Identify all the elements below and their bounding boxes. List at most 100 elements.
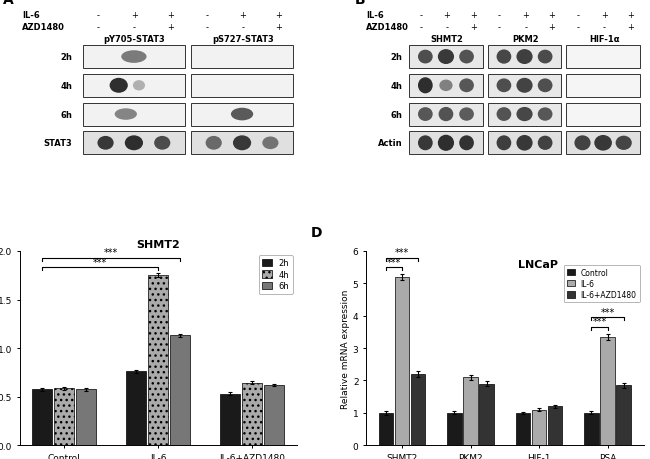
- Ellipse shape: [98, 137, 114, 151]
- Bar: [566, 103, 640, 126]
- Text: ***: ***: [93, 257, 107, 268]
- Ellipse shape: [538, 136, 552, 151]
- Text: ***: ***: [104, 248, 118, 258]
- Text: +: +: [522, 11, 529, 21]
- Text: -: -: [498, 23, 501, 32]
- Bar: [83, 46, 185, 69]
- Bar: [584, 413, 599, 445]
- Ellipse shape: [418, 136, 433, 151]
- Legend: Control, IL-6, IL-6+AZD1480: Control, IL-6, IL-6+AZD1480: [564, 265, 640, 302]
- Text: 4h: 4h: [391, 82, 402, 90]
- Bar: [76, 390, 96, 445]
- Text: -: -: [241, 23, 244, 32]
- Text: Actin: Actin: [378, 139, 402, 148]
- Text: +: +: [627, 23, 634, 32]
- Bar: [488, 103, 562, 126]
- Bar: [409, 46, 483, 69]
- Ellipse shape: [114, 109, 137, 121]
- Ellipse shape: [438, 50, 454, 65]
- Ellipse shape: [459, 108, 474, 122]
- Ellipse shape: [418, 108, 433, 122]
- Text: +: +: [276, 23, 282, 32]
- Text: -: -: [498, 11, 501, 21]
- Text: A: A: [3, 0, 14, 7]
- Text: 2h: 2h: [391, 53, 402, 62]
- Text: SHMT2: SHMT2: [430, 35, 463, 44]
- Bar: [265, 385, 284, 445]
- Text: pS727-STAT3: pS727-STAT3: [212, 35, 274, 44]
- Bar: [566, 132, 640, 155]
- Text: 2h: 2h: [60, 53, 72, 62]
- Ellipse shape: [459, 136, 474, 151]
- Bar: [532, 410, 546, 445]
- Bar: [192, 46, 292, 69]
- Bar: [192, 103, 292, 126]
- Bar: [488, 46, 562, 69]
- Text: pY705-STAT3: pY705-STAT3: [104, 35, 166, 44]
- Text: 6h: 6h: [391, 110, 402, 119]
- Bar: [548, 407, 562, 445]
- Text: +: +: [443, 11, 450, 21]
- Text: IL-6: IL-6: [366, 11, 384, 21]
- Bar: [126, 372, 146, 445]
- Ellipse shape: [233, 136, 251, 151]
- Text: HIF-1α: HIF-1α: [589, 35, 619, 44]
- Bar: [83, 75, 185, 98]
- Bar: [447, 413, 462, 445]
- Ellipse shape: [497, 108, 512, 122]
- Text: +: +: [549, 11, 555, 21]
- Ellipse shape: [538, 50, 552, 64]
- Ellipse shape: [418, 50, 433, 64]
- Bar: [480, 384, 494, 445]
- Ellipse shape: [497, 136, 512, 151]
- Text: -: -: [205, 11, 208, 21]
- Ellipse shape: [538, 79, 552, 93]
- Bar: [566, 75, 640, 98]
- Ellipse shape: [439, 80, 452, 92]
- Ellipse shape: [231, 108, 254, 121]
- Text: +: +: [239, 11, 246, 21]
- Ellipse shape: [122, 51, 146, 64]
- Ellipse shape: [438, 135, 454, 151]
- Text: LNCaP: LNCaP: [518, 259, 558, 269]
- Bar: [54, 388, 74, 445]
- Text: ***: ***: [601, 307, 615, 317]
- Bar: [192, 75, 292, 98]
- Bar: [463, 377, 478, 445]
- Text: -: -: [205, 23, 208, 32]
- Text: -: -: [603, 23, 606, 32]
- Text: IL-6: IL-6: [22, 11, 40, 21]
- Bar: [220, 394, 240, 445]
- Ellipse shape: [517, 136, 532, 151]
- Ellipse shape: [205, 137, 222, 151]
- Text: B: B: [355, 0, 366, 7]
- Text: +: +: [470, 23, 476, 32]
- Text: +: +: [601, 11, 608, 21]
- Text: -: -: [97, 23, 100, 32]
- Text: STAT3: STAT3: [44, 139, 72, 148]
- Text: AZD1480: AZD1480: [366, 23, 409, 32]
- Ellipse shape: [594, 136, 612, 151]
- Bar: [616, 386, 631, 445]
- Bar: [601, 337, 615, 445]
- Text: +: +: [627, 11, 634, 21]
- Ellipse shape: [497, 79, 512, 93]
- Bar: [411, 374, 426, 445]
- Ellipse shape: [110, 78, 128, 94]
- Ellipse shape: [154, 137, 170, 151]
- Text: +: +: [131, 11, 138, 21]
- Bar: [148, 275, 168, 445]
- Bar: [409, 103, 483, 126]
- Ellipse shape: [497, 50, 512, 65]
- Text: +: +: [549, 23, 555, 32]
- Bar: [566, 46, 640, 69]
- Bar: [192, 132, 292, 155]
- Text: -: -: [97, 11, 100, 21]
- Bar: [379, 413, 393, 445]
- Text: ***: ***: [592, 317, 606, 327]
- Text: D: D: [311, 226, 322, 240]
- Ellipse shape: [575, 136, 591, 151]
- Bar: [395, 277, 410, 445]
- Ellipse shape: [517, 78, 532, 94]
- Text: 6h: 6h: [60, 110, 72, 119]
